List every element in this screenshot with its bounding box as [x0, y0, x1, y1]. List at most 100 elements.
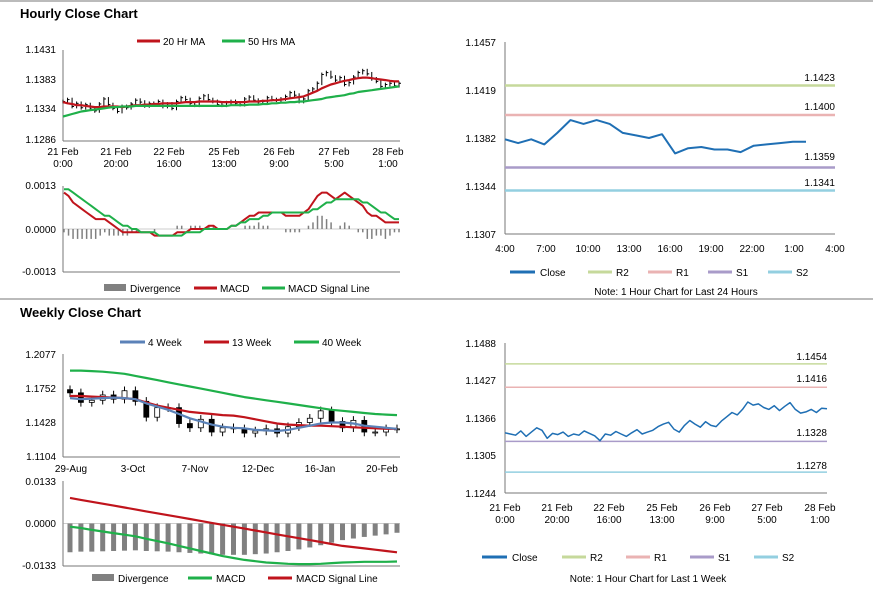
divergence-bar — [176, 523, 182, 553]
x-tick-label: 28 Feb — [372, 147, 404, 158]
divergence-bar — [394, 523, 400, 533]
legend-label-r1: R1 — [654, 553, 667, 564]
x-tick-label: 7:00 — [536, 244, 556, 255]
x-tick-label: 21 Feb — [489, 503, 521, 514]
divergence-bar — [274, 523, 280, 553]
level-label-s2: 1.1341 — [804, 178, 835, 189]
divergence-bar — [372, 523, 378, 536]
level-label-s1: 1.1359 — [804, 152, 835, 163]
divergence-bar — [67, 523, 73, 553]
divergence-bar — [307, 523, 313, 548]
x-tick-label: 10:00 — [575, 244, 600, 255]
level-label-r2: 1.1423 — [804, 73, 835, 84]
x-tick-label: 1:00 — [810, 515, 830, 526]
x-tick-label: 13:00 — [211, 159, 236, 170]
y-tick-label: 1.2077 — [25, 350, 56, 361]
candle-body — [372, 431, 379, 434]
x-tick-label: 25 Feb — [208, 147, 240, 158]
x-tick-label: 16:00 — [596, 515, 621, 526]
divergence-bar — [89, 523, 95, 552]
level-label-r1: 1.1400 — [804, 102, 835, 113]
x-tick-label: 21 Feb — [47, 147, 79, 158]
y-tick-label: 0.0013 — [25, 181, 56, 192]
candle-body — [186, 423, 193, 429]
divergence-bar — [350, 523, 356, 539]
divergence-bar — [231, 523, 236, 555]
y-tick-label: 1.1286 — [25, 135, 56, 146]
y-tick-label: 0.0000 — [25, 519, 56, 530]
divergence-bar — [209, 523, 215, 555]
y-tick-label: 1.1104 — [26, 452, 56, 463]
y-tick-label: 1.1244 — [465, 489, 496, 500]
x-tick-label: 0:00 — [53, 159, 73, 170]
legend-label-macd: MACD — [220, 284, 249, 295]
x-tick-label: 20-Feb — [366, 464, 398, 475]
y-tick-label: 1.1344 — [465, 182, 496, 193]
y-tick-label: 1.1307 — [465, 230, 496, 241]
x-tick-label: 29-Aug — [55, 464, 87, 475]
y-tick-label: 0.0000 — [25, 225, 56, 236]
legend-label-signal: MACD Signal Line — [296, 574, 378, 585]
x-tick-label: 19:00 — [698, 244, 723, 255]
x-tick-label: 22 Feb — [593, 503, 625, 514]
divergence-bar — [198, 523, 204, 554]
w40-line — [70, 369, 398, 417]
divergence-bar — [100, 523, 106, 552]
legend-label-divergence: Divergence — [130, 284, 181, 295]
candle-body — [252, 430, 259, 434]
legend-label-20hr-ma: 20 Hr MA — [163, 37, 206, 48]
level-label-s1: 1.1328 — [796, 428, 827, 439]
legend-label-13-week: 13 Week — [232, 338, 272, 349]
y-tick-label: -0.0013 — [22, 267, 56, 278]
x-tick-label: 16:00 — [156, 159, 181, 170]
legend-label-r1: R1 — [676, 268, 689, 279]
divergence-bar — [296, 523, 302, 550]
divergence-bar — [241, 523, 247, 555]
y-tick-label: 1.1457 — [465, 38, 496, 49]
level-label-s2: 1.1278 — [796, 461, 827, 472]
x-tick-label: 27 Feb — [751, 503, 783, 514]
legend-label-macd: MACD — [216, 574, 245, 585]
y-tick-label: 1.1382 — [465, 134, 496, 145]
hourly-macd-chart: 0.0013 0.0000 -0.0013 Divergence MACD MA… — [22, 181, 400, 295]
y-tick-label: 1.1488 — [465, 339, 496, 350]
divergence-bar — [78, 523, 84, 552]
divergence-bar — [154, 523, 160, 552]
macd-line — [69, 525, 398, 566]
divergence-bar — [318, 523, 324, 546]
legend-label-40-week: 40 Week — [322, 338, 362, 349]
level-label-r1: 1.1416 — [796, 374, 827, 385]
x-tick-label: 22:00 — [739, 244, 764, 255]
candle-body — [78, 392, 84, 403]
x-tick-label: 16-Jan — [305, 464, 336, 475]
x-tick-label: 25 Feb — [646, 503, 678, 514]
x-tick-label: 12-Dec — [242, 464, 274, 475]
x-tick-label: 0:00 — [495, 515, 515, 526]
x-tick-label: 26 Feb — [699, 503, 731, 514]
x-tick-label: 22 Feb — [153, 147, 185, 158]
candle-body — [317, 410, 324, 419]
legend-swatch-divergence — [104, 284, 126, 291]
candle-body — [219, 427, 226, 433]
x-tick-label: 16:00 — [657, 244, 682, 255]
legend-label-s2: S2 — [782, 553, 795, 564]
x-tick-label: 4:00 — [825, 244, 845, 255]
level-label-r2: 1.1454 — [796, 352, 827, 363]
legend-label-r2: R2 — [616, 268, 629, 279]
x-tick-label: 28 Feb — [804, 503, 836, 514]
legend-label-s1: S1 — [718, 553, 731, 564]
y-tick-label: 0.0133 — [25, 477, 56, 488]
x-tick-label: 5:00 — [757, 515, 777, 526]
y-tick-label: 1.1334 — [25, 104, 56, 115]
x-tick-label: 9:00 — [269, 159, 289, 170]
macd-signal-line — [64, 188, 399, 237]
y-tick-label: 1.1752 — [25, 384, 56, 395]
y-tick-label: 1.1366 — [465, 414, 496, 425]
divergence-bar — [361, 523, 367, 537]
hourly-price-chart: 20 Hr MA 50 Hrs MA 1.1431 1.1383 1.1334 … — [25, 37, 404, 170]
divergence-bar — [165, 523, 171, 552]
divergence-bar — [143, 523, 149, 551]
legend-label-4-week: 4 Week — [148, 338, 183, 349]
candle-body — [67, 389, 73, 394]
legend-label-signal: MACD Signal Line — [288, 284, 370, 295]
